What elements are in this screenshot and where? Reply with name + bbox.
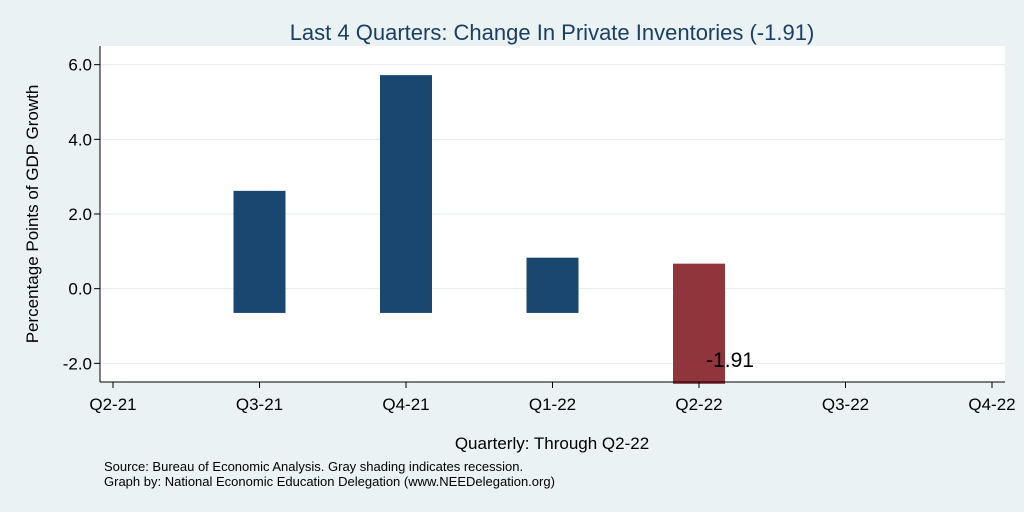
bar-q4-21 bbox=[380, 75, 432, 313]
x-tick-label-q4-21: Q4-21 bbox=[382, 395, 429, 414]
credit-note: Graph by: National Economic Education De… bbox=[104, 474, 555, 489]
x-tick-label-q2-22: Q2-22 bbox=[675, 395, 722, 414]
bars bbox=[233, 75, 725, 384]
x-tick-label-q2-21: Q2-21 bbox=[89, 395, 136, 414]
x-axis-ticks: Q2-21 Q3-21 Q4-21 Q1-22 Q2-22 Q3-22 Q4-22 bbox=[89, 382, 1016, 414]
x-tick-label-q4-22: Q4-22 bbox=[968, 395, 1015, 414]
chart-title: Last 4 Quarters: Change In Private Inven… bbox=[290, 20, 815, 45]
y-axis-title: Percentage Points of GDP Growth bbox=[23, 85, 42, 344]
y-tick-label-6-0: 6.0 bbox=[68, 56, 92, 75]
bar-q2-22 bbox=[673, 263, 725, 384]
y-tick-label-0-0: 0.0 bbox=[68, 280, 92, 299]
x-tick-label-q1-22: Q1-22 bbox=[529, 395, 576, 414]
y-tick-label--2-0: -2.0 bbox=[63, 354, 92, 373]
gridlines bbox=[100, 64, 1005, 364]
y-tick-label-2-0: 2.0 bbox=[68, 205, 92, 224]
source-note: Source: Bureau of Economic Analysis. Gra… bbox=[104, 459, 523, 474]
data-label-q2-22: -1.91 bbox=[706, 349, 754, 372]
y-tick-label-4-0: 4.0 bbox=[68, 130, 92, 149]
x-axis-title: Quarterly: Through Q2-22 bbox=[455, 434, 649, 453]
bar-q3-21 bbox=[233, 190, 286, 313]
x-tick-label-q3-22: Q3-22 bbox=[822, 395, 869, 414]
x-tick-label-q3-21: Q3-21 bbox=[236, 395, 283, 414]
bar-q1-22 bbox=[526, 257, 579, 313]
y-axis-ticks: -2.0 0.0 2.0 4.0 6.0 bbox=[63, 56, 100, 373]
